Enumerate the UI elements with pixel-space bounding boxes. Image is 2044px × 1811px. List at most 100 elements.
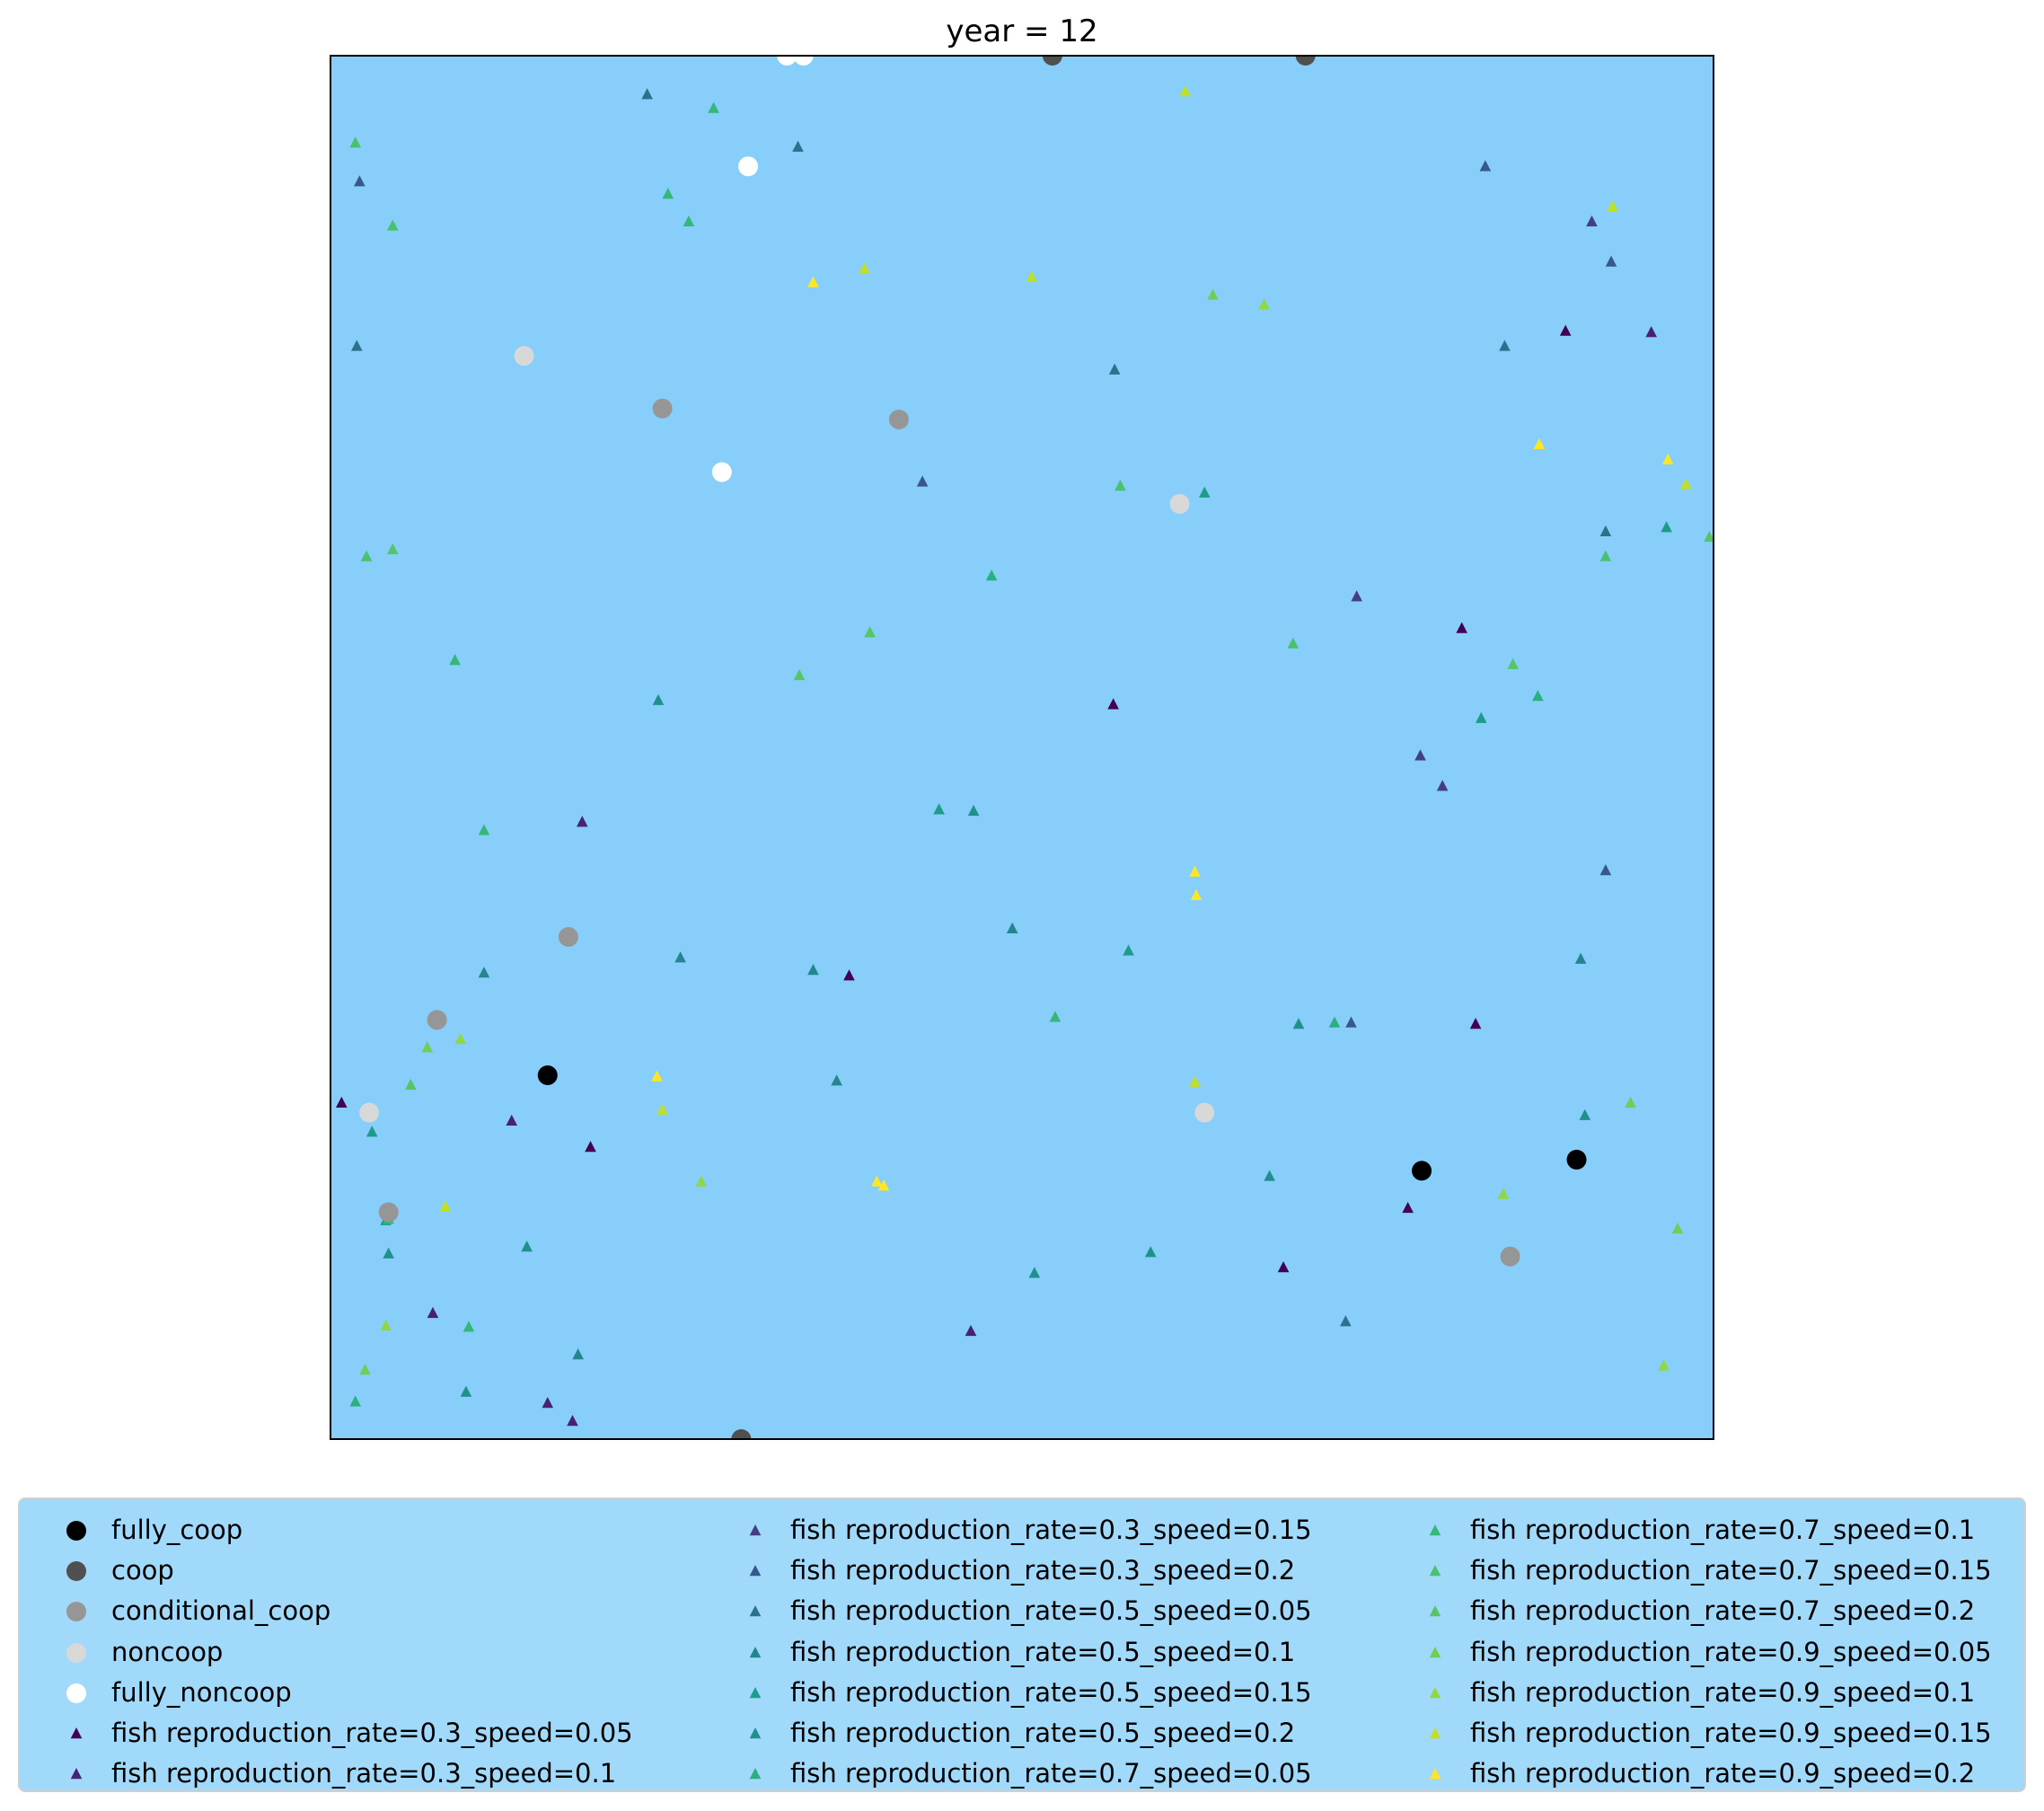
agent-point-conditional-coop-2 xyxy=(558,926,578,947)
legend-label: fish reproduction_rate=0.3_speed=0.15 xyxy=(790,1515,1312,1545)
fish-point-fish-reproduction-rate-0-9-speed-0-2-5 xyxy=(651,1070,663,1082)
legend-item-fish-reproduction-rate-0-7-speed-0-05: fish reproduction_rate=0.7_speed=0.05 xyxy=(717,1754,1312,1794)
fish-point-fish-reproduction-rate-0-7-speed-0-2-2 xyxy=(864,626,876,638)
fish-point-fish-reproduction-rate-0-9-speed-0-05-3 xyxy=(1671,1222,1684,1234)
fish-point-fish-reproduction-rate-0-7-speed-0-1-4 xyxy=(478,824,490,835)
fish-point-fish-reproduction-rate-0-3-speed-0-1-1 xyxy=(576,816,588,827)
legend-label: conditional_coop xyxy=(111,1595,331,1627)
agent-point-conditional-coop-3 xyxy=(427,1010,447,1030)
fish-point-fish-reproduction-rate-0-3-speed-0-05-5 xyxy=(585,1141,596,1153)
agent-point-noncoop-1 xyxy=(1169,493,1190,514)
fish-point-fish-reproduction-rate-0-9-speed-0-05-4 xyxy=(359,1364,371,1375)
fish-point-fish-reproduction-rate-0-7-speed-0-15-2 xyxy=(360,550,373,561)
fish-point-fish-reproduction-rate-0-5-speed-0-05-3 xyxy=(1499,340,1511,351)
fish-point-fish-reproduction-rate-0-9-speed-0-15-5 xyxy=(1189,1075,1201,1087)
legend-item-fish-reproduction-rate-0-9-speed-0-05: fish reproduction_rate=0.9_speed=0.05 xyxy=(1396,1632,1992,1673)
legend-label: fish reproduction_rate=0.7_speed=0.1 xyxy=(1470,1515,1976,1545)
fish-point-fish-reproduction-rate-0-5-speed-0-1-4 xyxy=(1574,952,1587,964)
agent-point-fully-noncoop-0 xyxy=(777,56,797,66)
fish-point-fish-reproduction-rate-0-3-speed-0-2-0 xyxy=(1479,160,1492,172)
fish-point-fish-reproduction-rate-0-5-speed-0-2-2 xyxy=(1292,1018,1305,1029)
legend-item-fish-reproduction-rate-0-9-speed-0-2: fish reproduction_rate=0.9_speed=0.2 xyxy=(1396,1754,1975,1794)
legend-item-fish-reproduction-rate-0-7-speed-0-1: fish reproduction_rate=0.7_speed=0.1 xyxy=(1396,1510,1975,1550)
fish-point-fish-reproduction-rate-0-5-speed-0-2-9 xyxy=(460,1385,472,1397)
fish-point-fish-reproduction-rate-0-3-speed-0-2-2 xyxy=(354,175,366,187)
fish-point-fish-reproduction-rate-0-9-speed-0-1-2 xyxy=(695,1175,708,1187)
fish-point-fish-reproduction-rate-0-7-speed-0-1-1 xyxy=(662,188,674,199)
legend-item-noncoop: noncoop xyxy=(38,1632,223,1673)
triangle-marker-icon xyxy=(717,1754,771,1794)
fish-point-fish-reproduction-rate-0-5-speed-0-05-5 xyxy=(1108,363,1121,375)
fish-point-fish-reproduction-rate-0-5-speed-0-2-5 xyxy=(1144,1246,1157,1258)
legend-item-fish-reproduction-rate-0-3-speed-0-15: fish reproduction_rate=0.3_speed=0.15 xyxy=(717,1510,1312,1550)
fish-point-fish-reproduction-rate-0-5-speed-0-05-2 xyxy=(350,340,363,351)
fish-point-fish-reproduction-rate-0-7-speed-0-1-0 xyxy=(708,102,719,113)
fish-point-fish-reproduction-rate-0-3-speed-0-15-1 xyxy=(1351,590,1362,602)
fish-point-fish-reproduction-rate-0-5-speed-0-1-3 xyxy=(1006,922,1018,933)
triangle-marker-icon xyxy=(717,1510,771,1550)
fish-point-fish-reproduction-rate-0-5-speed-0-1-0 xyxy=(478,967,490,978)
agent-point-noncoop-2 xyxy=(359,1102,380,1123)
fish-point-fish-reproduction-rate-0-5-speed-0-1-6 xyxy=(831,1074,842,1086)
agent-point-conditional-coop-5 xyxy=(1500,1246,1520,1267)
fish-point-fish-reproduction-rate-0-3-speed-0-05-3 xyxy=(843,969,855,981)
scatter-plot xyxy=(330,55,1714,1440)
fish-point-fish-reproduction-rate-0-7-speed-0-2-5 xyxy=(1507,658,1519,669)
circle-marker-icon xyxy=(38,1510,92,1550)
legend-label: fully_noncoop xyxy=(111,1676,292,1708)
legend-item-fish-reproduction-rate-0-7-speed-0-2: fish reproduction_rate=0.7_speed=0.2 xyxy=(1396,1591,1975,1631)
agent-point-conditional-coop-1 xyxy=(888,410,909,430)
fish-point-fish-reproduction-rate-0-9-speed-0-15-0 xyxy=(1179,85,1192,97)
fish-point-fish-reproduction-rate-0-9-speed-0-1-4 xyxy=(1658,1359,1670,1371)
fish-point-fish-reproduction-rate-0-5-speed-0-2-4 xyxy=(1264,1170,1275,1181)
agent-point-noncoop-3 xyxy=(1194,1102,1215,1123)
agent-point-conditional-coop-0 xyxy=(652,398,673,419)
chart-title: year = 12 xyxy=(946,13,1098,49)
fish-point-fish-reproduction-rate-0-3-speed-0-15-2 xyxy=(1436,780,1449,791)
legend-item-fish-reproduction-rate-0-9-speed-0-15: fish reproduction_rate=0.9_speed=0.15 xyxy=(1396,1713,1992,1754)
fish-point-fish-reproduction-rate-0-5-speed-0-15-2 xyxy=(933,803,945,815)
agent-point-fully-coop-1 xyxy=(1412,1161,1432,1181)
triangle-marker-icon xyxy=(1396,1591,1450,1631)
fish-point-fish-reproduction-rate-0-7-speed-0-15-1 xyxy=(387,219,399,231)
legend-label: fish reproduction_rate=0.5_speed=0.1 xyxy=(790,1636,1296,1667)
fish-point-fish-reproduction-rate-0-5-speed-0-2-0 xyxy=(652,693,665,705)
fish-point-fish-reproduction-rate-0-5-speed-0-15-3 xyxy=(1475,711,1487,723)
triangle-marker-icon xyxy=(717,1591,771,1631)
triangle-marker-icon xyxy=(1396,1754,1450,1794)
legend-label: fish reproduction_rate=0.5_speed=0.15 xyxy=(790,1676,1312,1708)
fish-point-fish-reproduction-rate-0-3-speed-0-1-3 xyxy=(427,1306,439,1319)
fish-point-fish-reproduction-rate-0-5-speed-0-15-1 xyxy=(1661,521,1672,533)
legend-item-conditional-coop: conditional_coop xyxy=(38,1591,330,1631)
fish-point-fish-reproduction-rate-0-3-speed-0-15-0 xyxy=(1586,215,1598,227)
fish-point-fish-reproduction-rate-0-5-speed-0-05-0 xyxy=(641,88,653,100)
circle-marker-icon xyxy=(38,1550,92,1591)
fish-point-fish-reproduction-rate-0-9-speed-0-2-0 xyxy=(807,276,819,287)
fish-point-fish-reproduction-rate-0-7-speed-0-1-2 xyxy=(683,215,695,227)
fish-point-fish-reproduction-rate-0-9-speed-0-15-7 xyxy=(656,1103,668,1115)
agent-point-fully-noncoop-1 xyxy=(793,56,814,66)
fish-point-fish-reproduction-rate-0-7-speed-0-2-4 xyxy=(1704,530,1714,543)
fish-point-fish-reproduction-rate-0-9-speed-0-05-1 xyxy=(421,1041,434,1053)
fish-point-fish-reproduction-rate-0-5-speed-0-1-1 xyxy=(674,951,686,963)
legend-item-coop: coop xyxy=(38,1550,174,1591)
fish-point-fish-reproduction-rate-0-5-speed-0-05-1 xyxy=(792,140,804,152)
fish-point-fish-reproduction-rate-0-9-speed-0-1-5 xyxy=(380,1319,392,1330)
fish-point-fish-reproduction-rate-0-3-speed-0-05-7 xyxy=(1402,1201,1414,1214)
legend-item-fully-coop: fully_coop xyxy=(38,1510,242,1550)
fish-point-fish-reproduction-rate-0-5-speed-0-2-6 xyxy=(1028,1267,1041,1278)
legend-label: fish reproduction_rate=0.9_speed=0.15 xyxy=(1470,1718,1992,1748)
legend-item-fish-reproduction-rate-0-3-speed-0-1: fish reproduction_rate=0.3_speed=0.1 xyxy=(38,1754,616,1794)
triangle-marker-icon xyxy=(38,1713,92,1754)
legend-label: fish reproduction_rate=0.7_speed=0.05 xyxy=(790,1758,1312,1789)
fish-point-fish-reproduction-rate-0-3-speed-0-05-4 xyxy=(336,1096,348,1109)
fish-point-fish-reproduction-rate-0-5-speed-0-15-0 xyxy=(1198,486,1211,498)
agent-point-fully-noncoop-2 xyxy=(738,156,759,177)
fish-point-fish-reproduction-rate-0-9-speed-0-2-3 xyxy=(1189,865,1201,877)
plot-area xyxy=(330,56,1714,1439)
triangle-marker-icon xyxy=(1396,1632,1450,1673)
fish-point-fish-reproduction-rate-0-9-speed-0-2-7 xyxy=(877,1179,890,1191)
fish-point-fish-reproduction-rate-0-5-speed-0-15-4 xyxy=(366,1126,378,1137)
fish-point-fish-reproduction-rate-0-7-speed-0-15-5 xyxy=(1599,550,1612,561)
legend-item-fish-reproduction-rate-0-5-speed-0-05: fish reproduction_rate=0.5_speed=0.05 xyxy=(717,1591,1312,1631)
